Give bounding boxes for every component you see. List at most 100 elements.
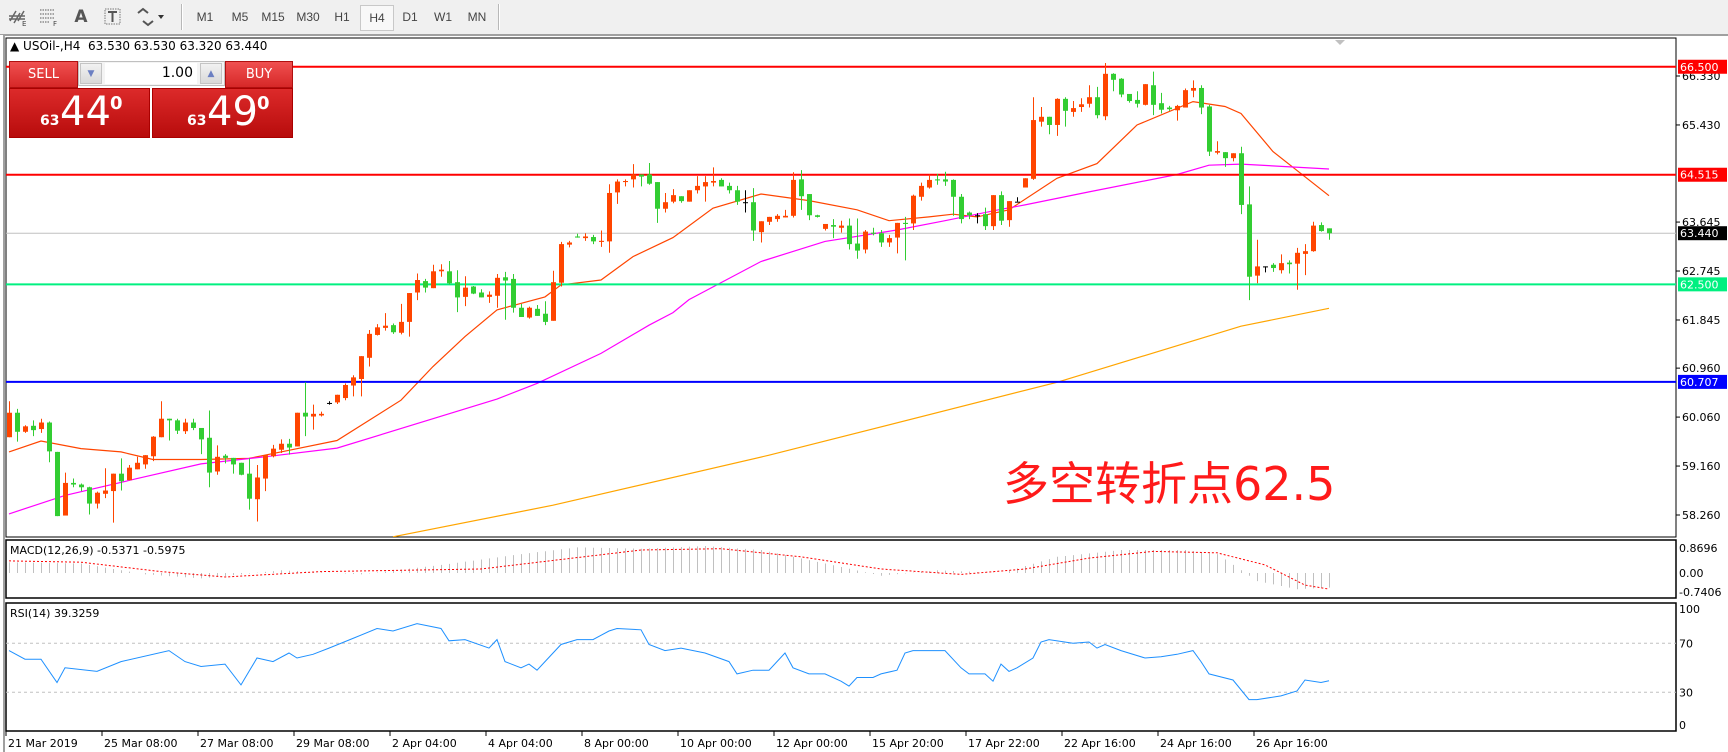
candle-body [503, 277, 508, 281]
timeframe-m15[interactable]: M15 [261, 10, 285, 24]
x-tick-label: 17 Apr 22:00 [968, 737, 1040, 750]
candle-body [951, 179, 956, 197]
candle-body [63, 482, 68, 516]
candle [463, 276, 468, 307]
candle-body [1055, 98, 1060, 125]
candle [671, 189, 676, 204]
lot-increase-button[interactable]: ▲ [200, 63, 222, 84]
candle [1095, 86, 1100, 119]
macd-y-tick-label: 0.00 [1679, 567, 1704, 580]
candle [15, 408, 20, 442]
moving-average-slow [392, 307, 1330, 537]
candle [247, 458, 252, 510]
candle [599, 230, 604, 247]
chart-annotation-text: 多空转折点62.5 [1003, 457, 1336, 511]
hline-price-label-bg [1678, 277, 1727, 292]
candle [183, 418, 188, 434]
timeframe-h4[interactable]: H4 [360, 5, 394, 31]
timeframe-w1[interactable]: W1 [434, 10, 452, 24]
sell-price-prefix: 63 [40, 113, 60, 129]
candle-body [775, 215, 780, 220]
candle-body [559, 244, 564, 283]
toolbar-separator [498, 4, 500, 30]
candle [303, 382, 308, 437]
rsi-plot [6, 623, 1676, 701]
timeframe-m5[interactable]: M5 [231, 10, 249, 24]
candle-body [1039, 116, 1044, 122]
candle [39, 418, 44, 433]
buy-button[interactable]: BUY [225, 61, 293, 88]
candle [1015, 197, 1020, 203]
candle [167, 418, 172, 441]
sell-price[interactable]: 63 44 0 [9, 88, 150, 138]
candle-body [231, 457, 236, 465]
lot-size-stepper[interactable]: ▼ 1.00 ▲ [78, 61, 225, 86]
candle [127, 464, 132, 481]
hline-price-label: 60.707 [1680, 376, 1719, 389]
text-icon[interactable]: A [74, 7, 88, 27]
sell-button[interactable]: SELL [9, 61, 78, 88]
buy-price[interactable]: 63 49 0 [152, 88, 293, 138]
candle-body [1295, 252, 1300, 264]
sell-price-pips: 44 [60, 89, 111, 135]
candle-body [591, 237, 596, 242]
candle-body [751, 202, 756, 231]
candle [1215, 141, 1220, 155]
candle [831, 219, 836, 239]
candle-body [543, 313, 548, 322]
candle-body [647, 174, 652, 184]
candle-body [607, 192, 612, 242]
text-label-icon[interactable] [100, 5, 126, 29]
timeframe-m30[interactable]: M30 [296, 10, 320, 24]
candle-body [343, 384, 348, 399]
candle [695, 176, 700, 194]
candle [63, 472, 68, 516]
candle [223, 454, 228, 464]
timeframe-h1[interactable]: H1 [334, 10, 350, 24]
candle [495, 274, 500, 308]
candle-body [239, 462, 244, 475]
lot-decrease-button[interactable]: ▼ [80, 63, 102, 84]
candle [583, 233, 588, 241]
candle [263, 455, 268, 492]
candle [335, 394, 340, 405]
candle-body [415, 280, 420, 293]
timeframe-d1[interactable]: D1 [402, 10, 418, 24]
candle [719, 178, 724, 187]
candle [367, 330, 372, 367]
candle [423, 278, 428, 293]
arrows-icon[interactable] [133, 5, 169, 29]
macd-plot [8, 546, 1330, 590]
candle [639, 174, 644, 187]
candle-body [1023, 178, 1028, 188]
candle [1167, 105, 1172, 111]
candle-body [1279, 263, 1284, 271]
rsi-y-tick-label: 100 [1679, 603, 1700, 616]
candle-body [1071, 108, 1076, 112]
candle [207, 410, 212, 488]
candle [991, 195, 996, 230]
candle-body [1255, 266, 1260, 276]
timeframe-mn[interactable]: MN [467, 10, 487, 24]
lot-size-input[interactable]: 1.00 [105, 63, 197, 84]
candle [567, 240, 572, 248]
candle [607, 184, 612, 253]
candle-body [1015, 201, 1020, 203]
candle [919, 182, 924, 201]
candle-body [279, 443, 284, 450]
candle [1063, 97, 1068, 127]
timeframe-m1[interactable]: M1 [196, 10, 214, 24]
rsi-y-tick-label: 0 [1679, 719, 1686, 732]
candle [319, 411, 324, 417]
candle-body [1175, 105, 1180, 111]
candle-body [495, 277, 500, 296]
fibonacci-icon[interactable]: F [36, 5, 62, 29]
candle [103, 468, 108, 499]
candle-body [31, 425, 36, 431]
elliott-wave-icon[interactable]: E [6, 5, 32, 29]
candle [551, 270, 556, 321]
candle-body [1095, 97, 1100, 116]
rsi-line [8, 623, 1330, 701]
candle-body [271, 448, 276, 457]
